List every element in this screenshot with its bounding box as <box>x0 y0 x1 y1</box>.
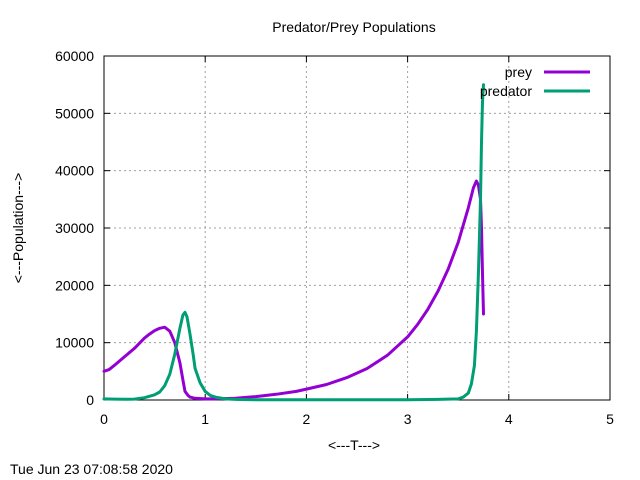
x-tick-label: 3 <box>404 411 412 427</box>
y-tick-label: 60000 <box>55 48 94 64</box>
legend: prey predator <box>480 64 590 99</box>
legend-label-predator: predator <box>480 83 532 99</box>
x-tick-label: 5 <box>606 411 614 427</box>
y-tick-label: 40000 <box>55 163 94 179</box>
chart-title: Predator/Prey Populations <box>272 19 435 35</box>
series-line-prey <box>102 179 485 401</box>
y-axis-label: <---Population---> <box>10 173 26 284</box>
x-tick-label: 4 <box>505 411 513 427</box>
legend-label-prey: prey <box>505 64 532 80</box>
series-line-predator <box>102 83 485 402</box>
y-tick-label: 20000 <box>55 277 94 293</box>
y-tick-label: 10000 <box>55 335 94 351</box>
grid <box>104 56 610 400</box>
series <box>102 83 485 402</box>
y-tick-label: 0 <box>86 392 94 408</box>
x-tick-label: 0 <box>100 411 108 427</box>
timestamp: Tue Jun 23 07:08:58 2020 <box>10 461 173 477</box>
y-tick-label: 50000 <box>55 105 94 121</box>
x-tick-label: 2 <box>303 411 311 427</box>
x-tick-label: 1 <box>201 411 209 427</box>
x-axis-label: <---T---> <box>328 437 380 453</box>
axis-ticks: 0 1 2 3 4 5 0 10000 20000 30000 40000 50000 60000 <box>55 48 614 427</box>
y-tick-label: 30000 <box>55 220 94 236</box>
